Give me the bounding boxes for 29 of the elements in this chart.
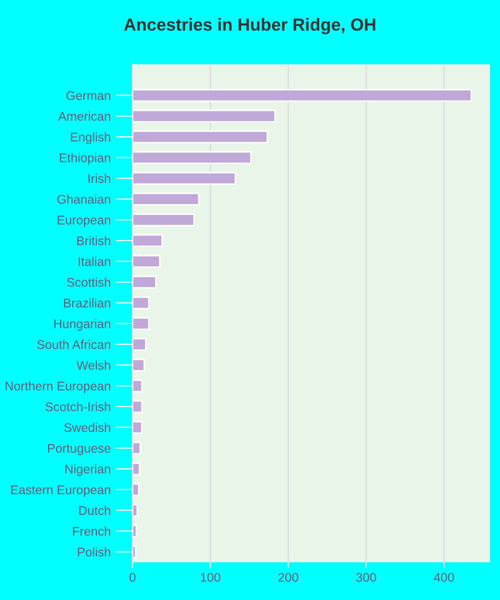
- x-tick-label: 200: [278, 572, 298, 582]
- y-tick-label: British: [77, 236, 110, 246]
- y-tick-label: Scotch-Irish: [46, 402, 110, 412]
- y-tick-label: Dutch: [79, 506, 110, 515]
- x-tick-label: 100: [200, 572, 220, 582]
- y-tick-label: Eastern European: [11, 486, 110, 497]
- y-tick-label: Portuguese: [48, 444, 110, 456]
- y-tick-label: Welsh: [76, 360, 110, 370]
- y-tick-label: Italian: [78, 256, 110, 266]
- x-tick-label: 0: [130, 572, 136, 582]
- y-tick-label: Swedish: [64, 422, 110, 432]
- y-tick-label: American: [58, 112, 110, 121]
- y-tick-label: Brazilian: [64, 298, 110, 308]
- y-tick-label: Scottish: [67, 278, 110, 287]
- x-tick-label: 400: [434, 572, 454, 582]
- y-tick-label: German: [66, 91, 110, 100]
- y-tick-label: French: [73, 526, 110, 536]
- y-tick-label: English: [71, 132, 110, 144]
- x-tick-label: 300: [356, 572, 376, 582]
- y-tick-label: South African: [37, 340, 110, 349]
- y-tick-label: Ethiopian: [60, 153, 110, 165]
- y-tick-label: Polish: [78, 547, 110, 556]
- chart-title: Ancestries in Huber Ridge, OH: [124, 18, 376, 34]
- y-tick-label: Northern European: [6, 381, 110, 393]
- y-tick-label: Ghanaian: [57, 194, 110, 204]
- y-tick-label: Hungarian: [54, 319, 110, 331]
- y-tick-label: European: [58, 216, 110, 227]
- y-tick-label: Irish: [88, 174, 110, 183]
- y-tick-label: Nigerian: [65, 464, 110, 476]
